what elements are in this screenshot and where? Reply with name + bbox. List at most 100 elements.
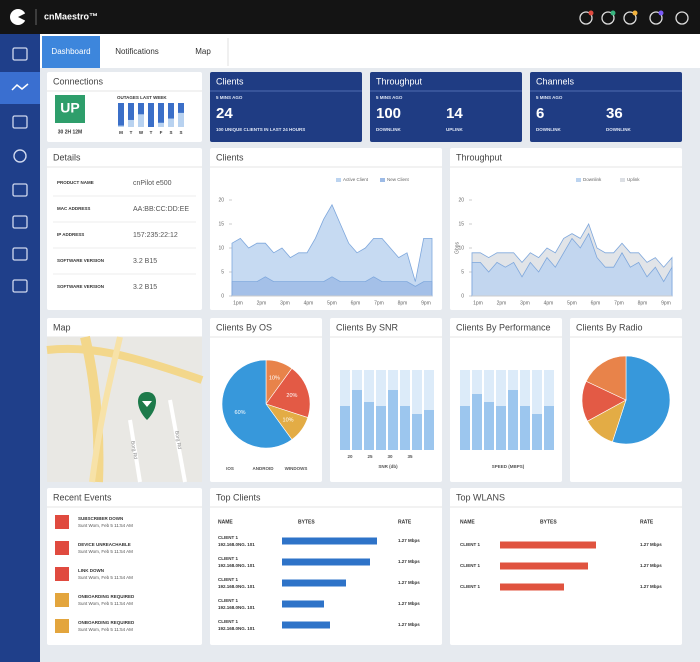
bar: [376, 406, 386, 450]
tab[interactable]: Map: [195, 47, 211, 56]
pie-slice: [612, 355, 671, 445]
map-road: [89, 336, 123, 483]
road-label: Borg Rd: [173, 431, 182, 450]
card-title: Clients: [216, 76, 244, 86]
day-label: T: [150, 130, 153, 135]
event-title: ONBOARDING REQUIRED: [78, 620, 135, 625]
sidebar-icon[interactable]: [12, 47, 28, 61]
event-icon: [55, 515, 69, 529]
topbar-icon[interactable]: [579, 11, 593, 25]
stat-value: 14: [446, 105, 463, 122]
sidebar-icon[interactable]: [12, 183, 28, 197]
row-ip: 192.168.0NG. 101: [218, 584, 255, 589]
column-header: BYTES: [298, 519, 315, 525]
tab[interactable]: Dashboard: [51, 47, 90, 56]
bytes-bar: [500, 541, 596, 549]
notification-dot: [658, 10, 664, 16]
sidebar-icon[interactable]: [12, 115, 28, 129]
x-tick-label: 30: [387, 454, 393, 459]
stat-value: 36: [606, 105, 623, 122]
y-tick-label: 5: [461, 269, 464, 275]
notification-dot: [610, 10, 616, 16]
event-title: LINK DOWN: [78, 568, 104, 573]
row-ip: 192.168.0NG. 101: [218, 605, 255, 610]
event-time: Sunt Wom, Feb 5 11:54 AM: [78, 601, 133, 606]
row-rate: 1.27 Mbps: [640, 584, 662, 589]
bar: [424, 410, 434, 450]
row-name: CLIENT 1: [218, 577, 238, 582]
sidebar-icon[interactable]: [12, 279, 28, 293]
column-header: NAME: [218, 519, 233, 525]
area-series: [231, 276, 433, 297]
day-label: S: [169, 130, 172, 135]
y-tick-label: 10: [218, 245, 224, 251]
event-title: DEVICE UNREACHABLE: [78, 542, 131, 547]
row-name: CLIENT 1: [218, 598, 238, 603]
row-name: CLIENT 1: [218, 619, 238, 624]
y-axis-label: Gbps: [454, 242, 460, 254]
legend-label: WINDOWS: [285, 466, 308, 471]
row-rate: 1.27 Mbps: [640, 542, 662, 547]
tab-active[interactable]: [42, 36, 100, 68]
row-name: CLIENT 1: [218, 556, 238, 561]
y-tick-label: 10: [458, 245, 464, 251]
y-tick-label: 0: [461, 293, 464, 299]
x-tick-label: 35: [407, 454, 413, 459]
x-axis-label: SPEED (MBPS): [492, 464, 525, 469]
card: [47, 488, 202, 645]
brand: cnMaestro™: [44, 11, 98, 21]
stat-value: 24: [216, 105, 233, 122]
event-title: SUBSCRIBER DOWN: [78, 516, 123, 521]
card: [210, 72, 362, 142]
bytes-bar: [282, 579, 346, 587]
bytes-bar: [282, 600, 324, 608]
legend-label: Active Client: [343, 177, 369, 182]
x-tick-label: 6pm: [351, 300, 361, 306]
bar: [340, 406, 350, 450]
row-rate: 1.27 Mbps: [398, 580, 420, 585]
notification-dot: [632, 10, 638, 16]
tab-bar: [40, 34, 700, 68]
row-ip: 192.168.0NG. 101: [218, 626, 255, 631]
day-label: M: [119, 130, 123, 135]
slice-label: 10%: [269, 376, 280, 382]
x-tick-label: 1pm: [473, 300, 483, 306]
detail-key: IP ADDRESS: [57, 232, 84, 237]
card-title: Connections: [53, 76, 104, 86]
x-tick-label: 20: [347, 454, 353, 459]
sidebar-icon[interactable]: [12, 247, 28, 261]
y-tick-label: 5: [221, 269, 224, 275]
note: 100 UNIQUE CLIENTS IN LAST 24 HOURS: [216, 127, 305, 132]
x-tick-label: 1pm: [233, 300, 243, 306]
sidebar-icon[interactable]: [13, 149, 27, 163]
age: 5 MINS AGO: [376, 95, 403, 100]
bar: [412, 414, 422, 450]
legend-label: Uplink: [627, 177, 640, 182]
stat-label: DOWNLINK: [606, 127, 631, 132]
tab[interactable]: Notifications: [115, 47, 159, 56]
column-header: RATE: [398, 519, 412, 525]
topbar-icon[interactable]: [649, 11, 663, 25]
card: [370, 72, 522, 142]
card: [47, 148, 202, 310]
sidebar-icon[interactable]: [12, 215, 28, 229]
bytes-bar: [282, 558, 370, 566]
row-name: CLIENT 1: [460, 542, 480, 547]
sidebar-icon[interactable]: [11, 83, 29, 91]
row-name: CLIENT 1: [218, 535, 238, 540]
event-title: ONBOARDING REQUIRED: [78, 594, 135, 599]
outage-track: [138, 103, 144, 127]
outage-track: [178, 103, 184, 127]
topbar-icon[interactable]: [623, 11, 637, 25]
card: [530, 72, 682, 142]
bar: [532, 414, 542, 450]
topbar-icon[interactable]: [675, 11, 689, 25]
card-title: Clients By Radio: [576, 322, 643, 332]
outage-bar: [118, 103, 124, 126]
bar: [400, 406, 410, 450]
x-tick-label: 4pm: [304, 300, 314, 306]
topbar-icon[interactable]: [601, 11, 615, 25]
stat-value: 6: [536, 105, 544, 122]
outage-bar: [128, 103, 134, 120]
